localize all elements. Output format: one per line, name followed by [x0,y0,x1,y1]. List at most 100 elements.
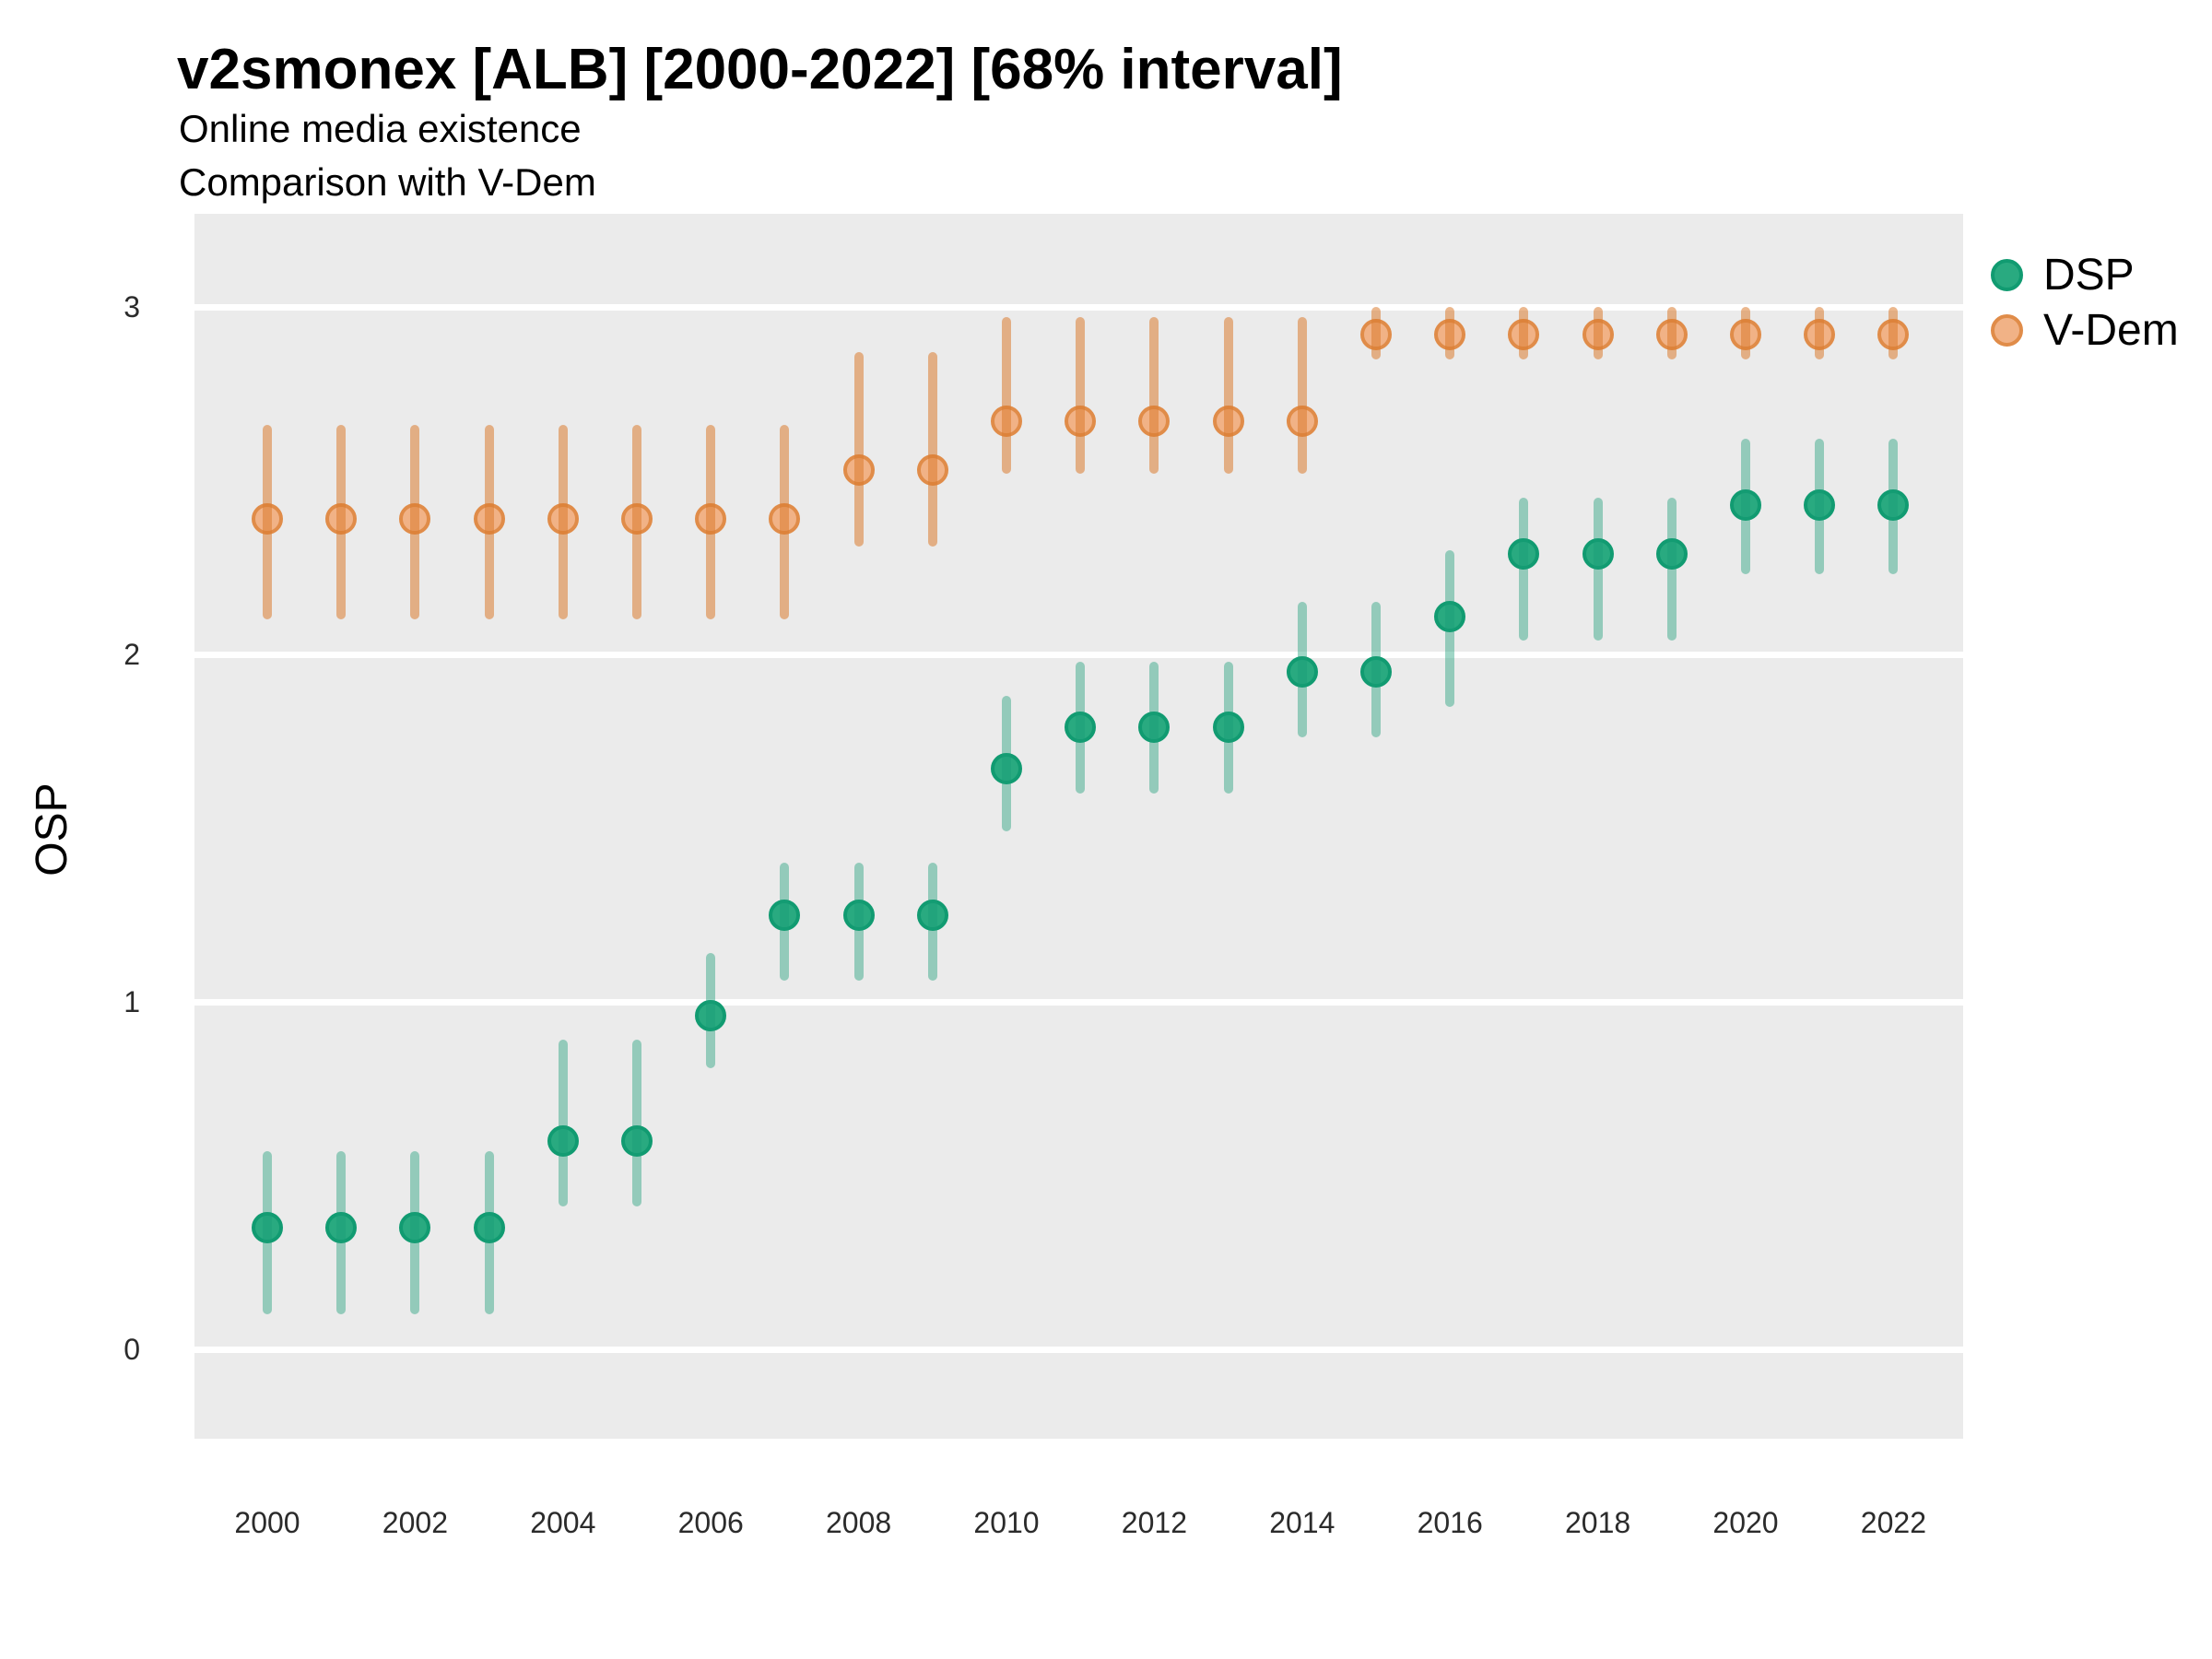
x-tick-2010: 2010 [973,1506,1040,1539]
x-tick-2004: 2004 [530,1506,596,1539]
y-tick-1: 1 [124,985,140,1018]
dsp-interval-2014 [1297,602,1307,738]
x-tick-2006: 2006 [677,1506,744,1539]
dsp-interval-2019 [1666,498,1677,641]
dsp-point-2022 [1877,488,1910,521]
dsp-point-2005 [621,1124,653,1157]
dsp-interval-2018 [1593,498,1603,641]
dsp-point-2003 [473,1212,505,1244]
v-dem-interval-2008 [853,352,864,547]
x-tick-2012: 2012 [1121,1506,1187,1539]
v-dem-interval-2009 [927,352,937,547]
dsp-interval-2010 [1002,696,1011,832]
dsp-point-2007 [769,899,801,931]
legend-swatch-v-dem [1991,313,2023,347]
dsp-interval-2008 [853,863,864,982]
v-dem-interval-2020 [1741,307,1750,359]
dsp-point-2009 [916,899,948,931]
dsp-point-2020 [1730,488,1761,521]
dsp-interval-2022 [1888,439,1899,575]
dsp-point-2017 [1508,537,1540,570]
chart-title: v2smonex [ALB] [2000-2022] [68% interval… [177,38,1343,101]
dsp-point-2002 [399,1212,431,1244]
dsp-point-2015 [1360,655,1392,688]
y-tick-3: 3 [124,290,140,324]
v-dem-interval-2021 [1815,307,1825,359]
x-tick-2018: 2018 [1565,1506,1631,1539]
dsp-point-2004 [547,1124,579,1157]
x-tick-2014: 2014 [1269,1506,1335,1539]
y-tick-0: 0 [124,1333,140,1366]
dsp-interval-2003 [484,1151,494,1315]
dsp-point-2010 [991,753,1022,785]
v-dem-interval-2002 [410,425,420,620]
v-dem-interval-2022 [1888,307,1899,359]
plot-panel [194,214,1963,1439]
dsp-interval-2013 [1223,661,1233,794]
x-tick-2002: 2002 [382,1506,448,1539]
x-tick-2022: 2022 [1860,1506,1926,1539]
gridline-y-1 [194,999,1963,1006]
legend-label-v-dem: V-Dem [2043,305,2179,355]
dsp-point-2021 [1804,488,1836,521]
dsp-interval-2012 [1149,661,1159,794]
dsp-interval-2009 [927,863,937,982]
gridline-y-0 [194,1347,1963,1353]
dsp-point-2000 [252,1212,283,1244]
dsp-point-2018 [1582,537,1614,570]
dsp-interval-2004 [558,1040,568,1207]
dsp-interval-2001 [336,1151,347,1315]
dsp-point-2019 [1655,537,1688,570]
v-dem-interval-2013 [1223,317,1233,474]
v-dem-interval-2015 [1371,307,1381,359]
dsp-point-2011 [1065,712,1097,744]
dsp-point-2012 [1138,712,1171,744]
dsp-point-2014 [1286,655,1318,688]
dsp-interval-2006 [706,953,716,1068]
dsp-interval-2007 [780,863,790,982]
v-dem-interval-2016 [1445,307,1455,359]
legend-item-v-dem: V-Dem [1991,302,2179,358]
dsp-interval-2005 [632,1040,641,1207]
dsp-interval-2011 [1076,661,1086,794]
legend-label-dsp: DSP [2043,250,2135,300]
chart-subtitle: Online media existence [179,107,582,150]
chart-subtitle-2: Comparison with V-Dem [179,160,596,204]
legend: DSP V-Dem [1991,247,2179,358]
v-dem-interval-2017 [1519,307,1529,359]
y-tick-2: 2 [124,638,140,671]
dsp-interval-2020 [1741,439,1750,575]
v-dem-interval-2005 [632,425,641,620]
dsp-interval-2000 [263,1151,272,1315]
v-dem-interval-2004 [558,425,568,620]
dsp-interval-2002 [410,1151,420,1315]
dsp-point-2016 [1434,600,1466,632]
dsp-interval-2017 [1519,498,1529,641]
y-axis-title: OSP [27,782,76,877]
x-tick-2020: 2020 [1712,1506,1779,1539]
v-dem-interval-2018 [1593,307,1603,359]
v-dem-interval-2006 [706,425,716,620]
dsp-interval-2016 [1445,549,1455,707]
v-dem-interval-2011 [1076,317,1086,474]
v-dem-interval-2001 [336,425,347,620]
legend-swatch-dsp [1991,258,2023,291]
x-tick-2008: 2008 [826,1506,892,1539]
dsp-point-2008 [842,899,875,931]
v-dem-interval-2019 [1666,307,1677,359]
x-tick-2000: 2000 [234,1506,300,1539]
x-tick-2016: 2016 [1417,1506,1483,1539]
v-dem-interval-2000 [263,425,272,620]
v-dem-interval-2010 [1002,317,1011,474]
v-dem-interval-2003 [484,425,494,620]
gridline-y-2 [194,652,1963,658]
dsp-interval-2021 [1815,439,1825,575]
dsp-point-2001 [325,1212,358,1244]
v-dem-interval-2007 [780,425,790,620]
gridline-y-3 [194,304,1963,311]
legend-item-dsp: DSP [1991,247,2179,302]
v-dem-interval-2012 [1149,317,1159,474]
dsp-point-2013 [1212,712,1244,744]
dsp-interval-2015 [1371,602,1381,738]
